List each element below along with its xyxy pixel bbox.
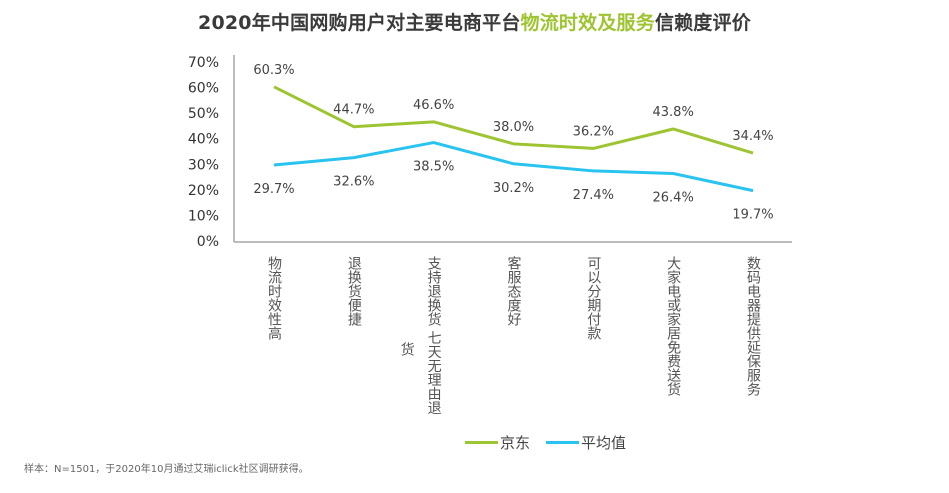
x-category-label: 货 bbox=[398, 342, 415, 356]
data-label: 38.0% bbox=[493, 120, 534, 135]
data-label: 46.6% bbox=[413, 98, 454, 113]
data-label: 26.4% bbox=[653, 190, 694, 205]
y-tick-label: 50% bbox=[188, 106, 219, 122]
legend-label-jd: 京东 bbox=[500, 434, 531, 452]
x-category-label: 可以分期付款 bbox=[585, 256, 602, 340]
footnote: 样本：N=1501，于2020年10月通过艾瑞iclick社区调研获得。 bbox=[24, 464, 309, 475]
data-label: 30.2% bbox=[493, 181, 534, 196]
legend: 京东 平均值 bbox=[465, 432, 642, 453]
data-label: 32.6% bbox=[333, 175, 374, 190]
y-tick-label: 30% bbox=[188, 157, 219, 173]
x-category-label: 支持退换货 七天无理由退 bbox=[425, 256, 442, 415]
data-label: 19.7% bbox=[732, 208, 773, 223]
data-label: 29.7% bbox=[253, 182, 294, 197]
data-label: 34.4% bbox=[732, 129, 773, 144]
series-line-jd bbox=[273, 85, 754, 155]
y-tick-label: 20% bbox=[188, 183, 219, 199]
x-category-label: 物流时效性高 bbox=[266, 256, 282, 340]
legend-swatch-avg bbox=[546, 441, 580, 444]
legend-swatch-jd bbox=[465, 441, 498, 444]
title-part2: 信赖度评价 bbox=[654, 12, 751, 34]
x-category-label: 客服态度好 bbox=[505, 256, 522, 326]
data-label: 44.7% bbox=[333, 103, 374, 118]
legend-item-avg: 平均值 bbox=[546, 432, 626, 453]
y-tick-label: 70% bbox=[188, 55, 219, 71]
title-part1: 2020年中国网购用户对主要电商平台 bbox=[198, 12, 521, 34]
legend-item-jd: 京东 bbox=[465, 432, 530, 453]
y-axis-ticks: 0% 10% 20% 30% 40% 50% 60% 70% bbox=[188, 55, 219, 250]
chart-title: 2020年中国网购用户对主要电商平台物流时效及服务信赖度评价 bbox=[0, 8, 949, 35]
data-label: 38.5% bbox=[413, 160, 454, 175]
series-lines bbox=[273, 85, 754, 193]
title-highlight: 物流时效及服务 bbox=[520, 12, 655, 34]
y-tick-label: 0% bbox=[197, 234, 219, 250]
series-line-avg bbox=[273, 141, 754, 193]
x-category-label: 数码电器提供延保服务 bbox=[745, 256, 761, 396]
legend-label-avg: 平均值 bbox=[581, 434, 627, 452]
data-labels: 60.3% 44.7% 46.6% 38.0% 36.2% 43.8% 34.4% 29.7%… bbox=[253, 63, 773, 223]
data-label: 36.2% bbox=[573, 124, 614, 139]
x-category-label: 退换货便捷 bbox=[345, 256, 362, 326]
data-label: 60.3% bbox=[253, 63, 294, 78]
y-tick-label: 40% bbox=[188, 132, 219, 148]
data-label: 27.4% bbox=[573, 188, 614, 203]
y-tick-label: 60% bbox=[188, 81, 219, 97]
data-label: 43.8% bbox=[653, 105, 694, 120]
y-tick-label: 10% bbox=[188, 208, 219, 224]
x-category-label: 大家电或家居免费送货 bbox=[665, 256, 682, 396]
